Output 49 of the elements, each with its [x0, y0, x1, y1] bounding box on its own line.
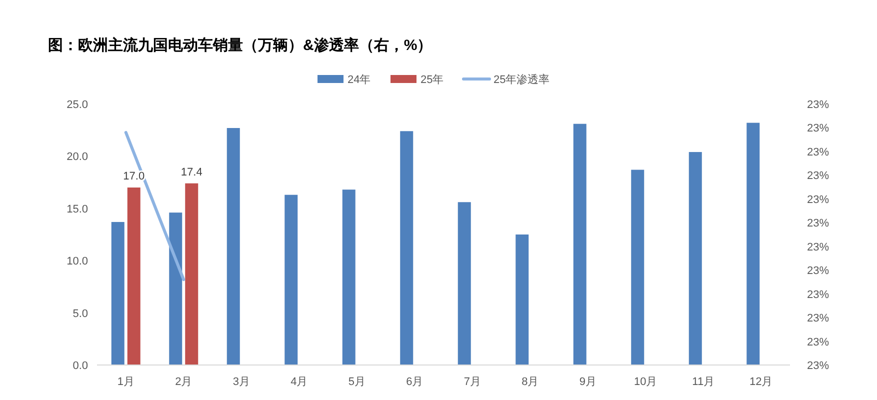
bar [400, 131, 414, 365]
x-tick-label: 2月 [175, 376, 192, 388]
y2-tick-label: 23% [807, 312, 830, 325]
bar [111, 222, 124, 365]
y2-tick-label: 23% [807, 288, 830, 301]
y2-tick-label: 23% [807, 194, 830, 206]
bar [127, 188, 140, 365]
y2-tick-label: 23% [807, 336, 830, 348]
y2-tick-label: 23% [807, 146, 830, 158]
y-tick-label: 10.0 [66, 256, 88, 268]
y-tick-label: 20.0 [66, 151, 88, 164]
x-tick-label: 5月 [348, 376, 366, 388]
bar [631, 170, 644, 365]
bar [573, 124, 586, 365]
y-tick-label: 5.0 [72, 308, 88, 320]
x-tick-label: 7月 [464, 376, 481, 388]
y2-tick-label: 23% [807, 122, 830, 135]
bar [516, 234, 529, 365]
y-tick-label: 0.0 [72, 360, 88, 372]
legend-label: 25年渗透率 [494, 73, 550, 86]
bar [746, 122, 760, 365]
bar [688, 152, 702, 365]
x-tick-label: 3月 [232, 376, 250, 388]
y2-tick-label: 23% [807, 218, 830, 230]
y2-tick-label: 23% [807, 265, 830, 278]
x-tick-label: 10月 [634, 376, 658, 388]
y2-tick-label: 23% [807, 241, 830, 254]
chart-title: 图：欧洲主流九国电动车销量（万辆）&渗透率（右，%） [48, 36, 432, 54]
x-tick-label: 9月 [579, 376, 596, 388]
x-tick-label: 4月 [290, 376, 308, 388]
y-tick-label: 25.0 [66, 99, 88, 111]
y2-tick-label: 23% [807, 170, 830, 182]
legend-label: 25年 [420, 74, 444, 86]
x-tick-label: 1月 [117, 376, 134, 388]
x-tick-label: 8月 [522, 376, 539, 388]
bar [226, 128, 240, 365]
bar [169, 212, 182, 365]
y2-tick-label: 23% [807, 99, 830, 111]
y-tick-label: 15.0 [66, 203, 88, 216]
bar [284, 194, 298, 365]
bar [342, 190, 356, 365]
bar [185, 183, 198, 365]
data-label: 17.4 [180, 166, 202, 178]
y2-tick-label: 23% [807, 360, 830, 372]
x-tick-label: 11月 [692, 376, 715, 388]
bar [458, 202, 471, 365]
x-tick-label: 6月 [406, 376, 424, 388]
x-tick-label: 12月 [750, 376, 773, 388]
legend-label: 24年 [348, 74, 371, 86]
